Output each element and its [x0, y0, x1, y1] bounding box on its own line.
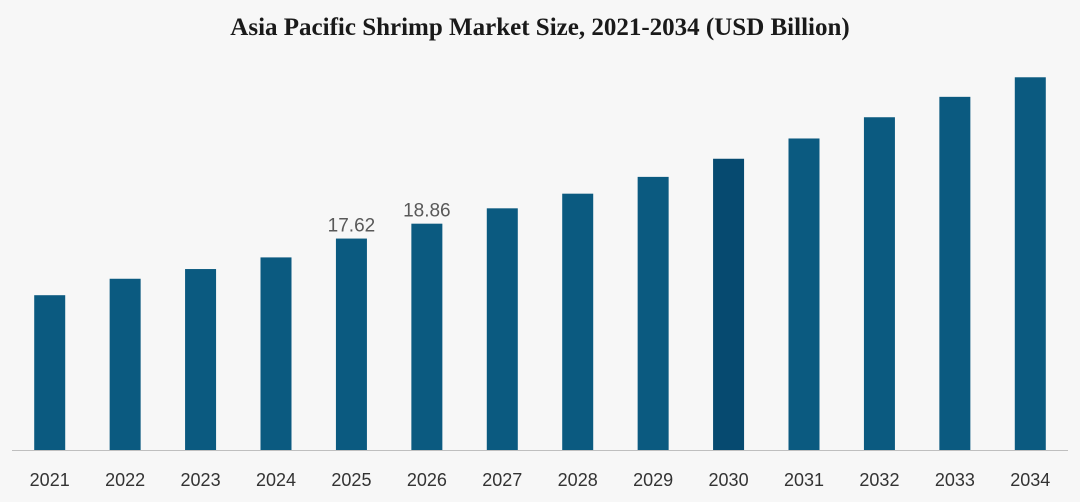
x-tick-label-2026: 2026	[407, 470, 447, 490]
bar-2021	[34, 295, 66, 450]
bar-2034	[1014, 77, 1046, 450]
x-tick-label-2031: 2031	[784, 470, 824, 490]
x-tick-label-2025: 2025	[331, 470, 371, 490]
x-tick-label-2021: 2021	[30, 470, 70, 490]
bar-2023	[185, 269, 217, 450]
x-tick-label-2027: 2027	[482, 470, 522, 490]
x-tick-label-2030: 2030	[709, 470, 749, 490]
data-label-2025: 17.62	[328, 216, 376, 237]
x-tick-label-2032: 2032	[859, 470, 899, 490]
bar-2027	[486, 208, 518, 450]
data-label-2026: 18.86	[403, 201, 451, 222]
x-tick-label-2033: 2033	[935, 470, 975, 490]
x-tick-label-2022: 2022	[105, 470, 145, 490]
bar-2030	[713, 158, 745, 450]
bar-2032	[863, 117, 895, 451]
x-tick-label-2028: 2028	[558, 470, 598, 490]
x-tick-label-2023: 2023	[181, 470, 221, 490]
x-tick-label-2029: 2029	[633, 470, 673, 490]
x-tick-label-2034: 2034	[1010, 470, 1050, 490]
bar-2024	[260, 257, 292, 450]
bar-2026	[411, 223, 443, 450]
x-tick-label-2024: 2024	[256, 470, 296, 490]
bar-2028	[562, 193, 594, 450]
bar-2022	[109, 278, 141, 450]
bar-2029	[637, 176, 669, 450]
bar-2031	[788, 138, 820, 451]
bar-2025	[335, 238, 367, 450]
bar-2033	[939, 96, 971, 450]
chart-title: Asia Pacific Shrimp Market Size, 2021-20…	[230, 14, 850, 41]
